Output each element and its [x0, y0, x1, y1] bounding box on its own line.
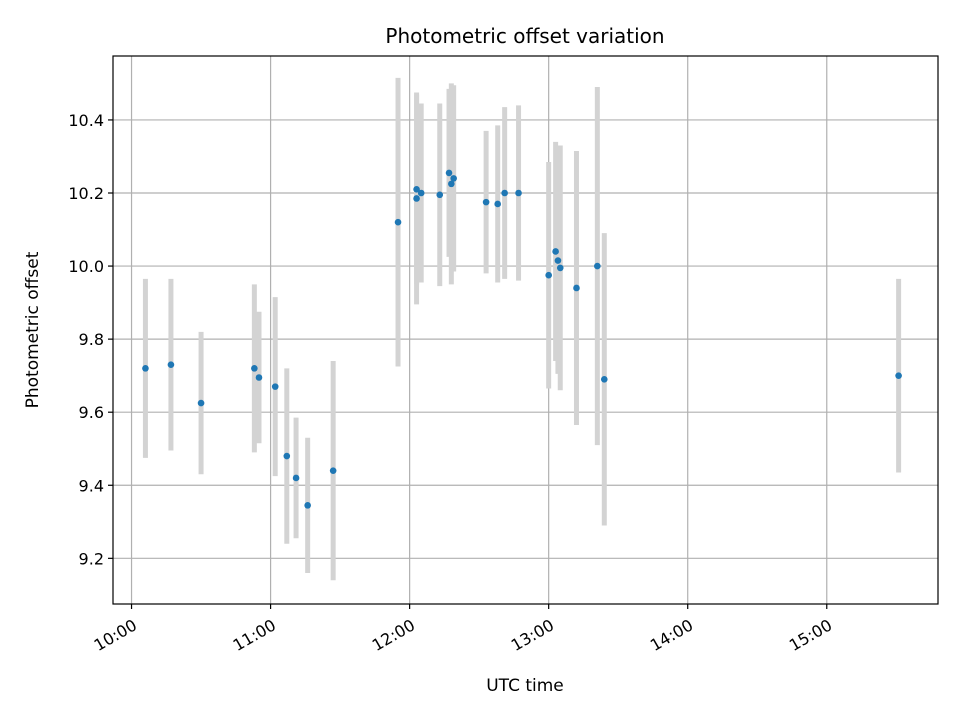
data-point — [482, 198, 490, 206]
chart-title: Photometric offset variation — [385, 24, 664, 48]
data-point — [600, 376, 608, 383]
data-point — [594, 262, 601, 270]
y-tick-label: 9.2 — [79, 549, 104, 568]
data-point — [413, 186, 420, 193]
data-point — [573, 284, 580, 292]
data-point — [417, 189, 425, 197]
x-axis-title: UTC time — [486, 676, 564, 696]
data-points — [142, 169, 902, 509]
y-tick-label: 10.2 — [68, 184, 104, 203]
y-tick-label: 10.4 — [68, 111, 104, 130]
data-point — [304, 502, 311, 509]
data-point — [554, 257, 562, 264]
data-point — [197, 399, 205, 407]
data-point — [448, 180, 455, 188]
data-point — [255, 374, 263, 381]
plot-frame — [112, 55, 939, 605]
data-point — [142, 365, 149, 372]
data-point — [552, 248, 559, 255]
data-point — [329, 467, 337, 474]
data-point — [283, 452, 291, 460]
y-tick-label: 10.0 — [68, 257, 104, 276]
data-point — [515, 189, 522, 197]
data-point — [436, 191, 444, 199]
data-point — [450, 175, 457, 182]
data-point — [556, 264, 564, 272]
data-point — [167, 361, 175, 369]
data-point — [292, 474, 300, 482]
data-point — [501, 189, 508, 197]
data-point — [494, 200, 501, 208]
data-point — [251, 365, 258, 372]
y-axis-title: Photometric offset — [23, 251, 43, 408]
y-tick-label: 9.6 — [79, 403, 104, 422]
data-point — [413, 195, 420, 202]
data-point — [394, 218, 402, 226]
grid — [113, 56, 938, 604]
data-point — [271, 383, 279, 390]
y-tick-label: 9.4 — [79, 476, 104, 495]
data-point — [545, 271, 552, 279]
data-point — [895, 372, 902, 379]
y-tick-label: 9.8 — [79, 330, 104, 349]
y-axis: 9.2 9.4 9.6 9.8 10.0 10.2 10.4 — [68, 111, 113, 568]
data-point — [445, 169, 453, 177]
